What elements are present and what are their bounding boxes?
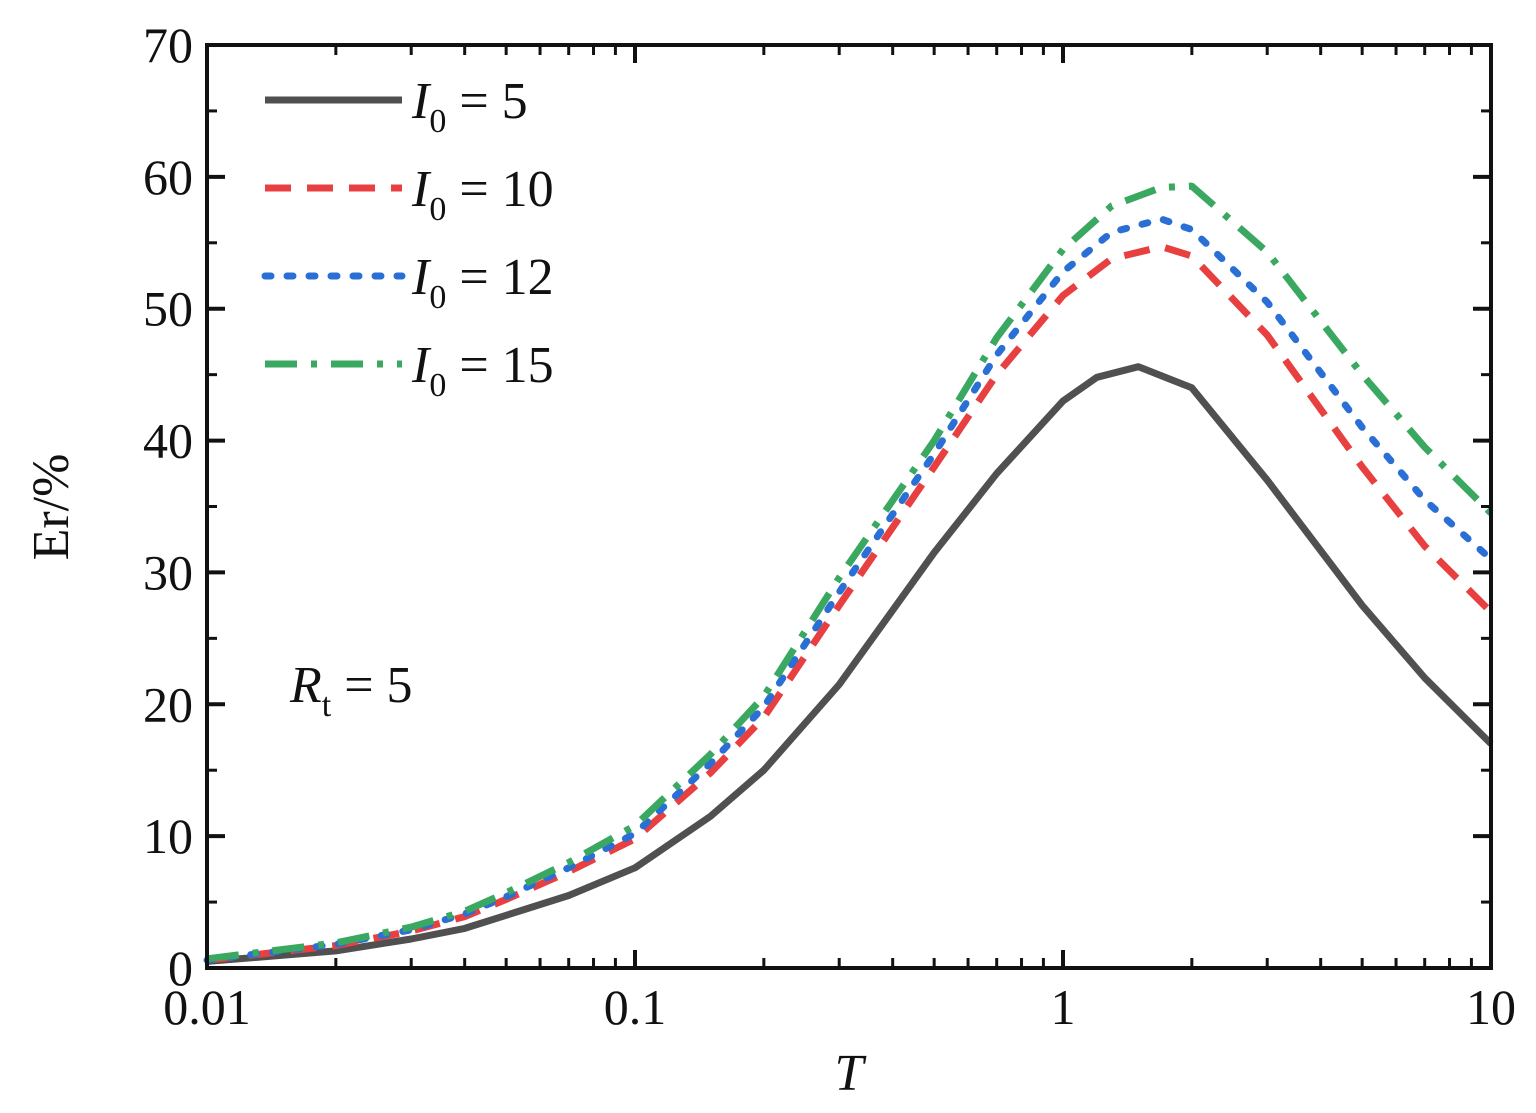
legend-label-3: I0 = 12	[411, 249, 554, 316]
series-lines	[203, 182, 1495, 965]
y-tick-label: 20	[143, 676, 193, 732]
series-line-1	[206, 363, 1494, 965]
y-tick-label: 0	[168, 940, 193, 996]
annotation-rt: Rt = 5	[289, 657, 413, 724]
axis-ticks	[205, 43, 1493, 970]
annotation-symbol: R	[289, 657, 322, 714]
y-tick-label: 50	[143, 281, 193, 337]
legend: I0 = 5 I0 = 10 I0 = 12 I0 = 15	[261, 73, 554, 404]
y-axis-title: Er/%	[23, 454, 80, 561]
y-tick-label: 40	[143, 413, 193, 469]
y-tick-label: 70	[143, 17, 193, 73]
annotation-value: = 5	[331, 657, 412, 714]
x-tick-label: 0.1	[604, 979, 667, 1035]
x-axis-title: T	[835, 1045, 867, 1102]
legend-label-2: I0 = 10	[411, 161, 554, 228]
annotation-subscript: t	[322, 687, 332, 724]
series-line-2	[206, 243, 1494, 964]
series-line-4	[206, 182, 1494, 963]
legend-label-4: I0 = 15	[411, 337, 554, 404]
x-tick-label: 1	[1051, 979, 1076, 1035]
legend-label-1: I0 = 5	[411, 73, 528, 140]
y-tick-label: 30	[143, 544, 193, 600]
x-tick-label: 0.01	[163, 979, 251, 1035]
y-tick-label: 10	[143, 808, 193, 864]
x-tick-label: 10	[1466, 979, 1516, 1035]
plot-frame	[205, 43, 1493, 970]
tick-labels: 0 10 20 30 40 50 60 70 0.01 0.1 1 10	[143, 17, 1516, 1035]
y-tick-label: 60	[143, 149, 193, 205]
